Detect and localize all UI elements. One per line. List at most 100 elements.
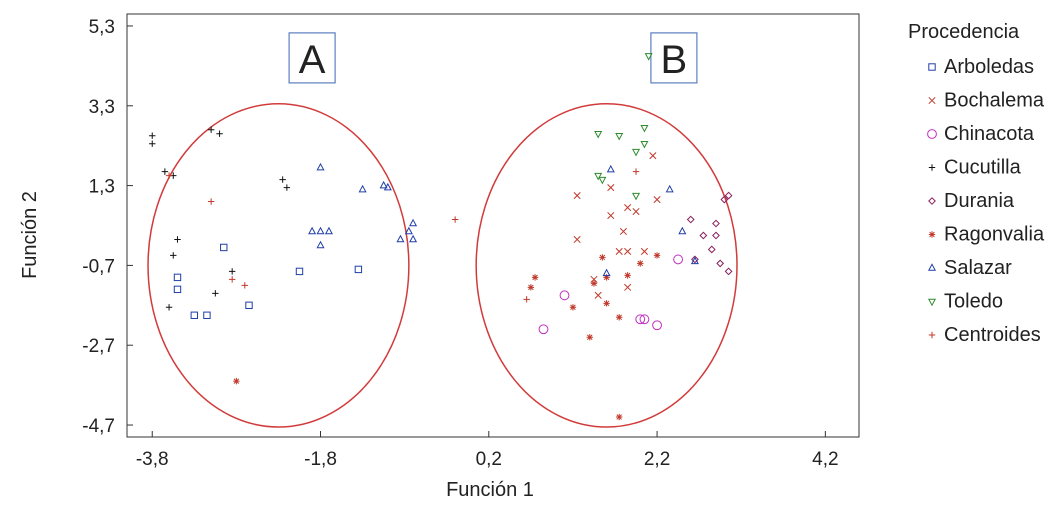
point-ragonvalia [616,413,623,421]
point-toledo [644,53,653,61]
point-bochalema [640,247,649,255]
point-toledo [615,132,624,141]
point-bochalema [607,211,615,220]
point-ragonvalia [586,334,593,341]
point-ragonvalia [527,284,535,291]
point-chinacota [538,324,549,335]
point-salazar [383,182,392,191]
point-ragonvalia [653,252,661,259]
point-cucutilla [161,168,169,175]
point-cucutilla [283,184,291,191]
legend-marker-cucutilla [928,164,936,171]
point-bochalema [619,227,627,236]
point-salazar [409,234,418,243]
group-ellipse-b [475,103,738,428]
point-bochalema [573,235,581,244]
point-cucutilla [170,252,177,259]
point-arboledas [295,267,304,276]
point-arboledas [190,311,199,319]
point-ragonvalia [590,280,598,287]
y-tick-label: -2,7 [82,336,115,357]
y-tick-label: -4,7 [82,416,115,437]
point-toledo [594,130,603,139]
point-ragonvalia [616,314,623,321]
annotation-box-a [288,32,336,84]
point-salazar [409,218,418,227]
point-bochalema [649,152,657,160]
point-durania [724,191,733,200]
legend-label-salazar: Salazar [944,257,1012,279]
point-toledo [640,140,649,149]
x-tick-label: 4,2 [812,449,838,470]
point-cucutilla [165,304,173,311]
point-salazar [606,164,615,173]
point-bochalema [624,203,632,212]
point-arboledas [245,301,253,310]
point-cucutilla [279,176,286,183]
point-bochalema [615,247,623,255]
point-durania [707,245,716,254]
point-toledo [598,176,607,185]
point-salazar [665,184,674,193]
point-cucutilla [207,126,215,133]
point-durania [712,231,720,240]
point-arboledas [220,243,228,252]
legend-marker-arboledas [928,63,936,71]
point-salazar [678,226,687,235]
legend-marker-ragonvalia [928,231,936,238]
legend-label-ragonvalia: Ragonvalia [944,224,1045,246]
point-salazar [316,226,325,235]
point-chinacota [559,290,570,301]
x-tick-label: 2,2 [644,449,670,470]
point-durania [716,259,725,268]
point-centroides [632,168,640,175]
point-cucutilla [216,130,223,137]
point-centroides [241,282,248,289]
point-cucutilla [212,290,219,297]
point-toledo [640,124,649,133]
legend-marker-durania [928,197,936,205]
point-toledo [631,148,641,157]
x-tick-label: -1,8 [304,449,337,470]
point-bochalema [594,291,602,299]
point-bochalema [632,207,640,216]
point-salazar [396,234,405,243]
legend-marker-chinacota [927,129,937,139]
x-tick-label: 0,2 [476,449,502,470]
point-chinacota [635,314,646,325]
group-ellipse-a [147,103,410,428]
point-chinacota [652,320,662,331]
point-ragonvalia [531,274,539,281]
legend-label-toledo: Toledo [944,291,1003,313]
point-cucutilla [228,268,236,275]
legend-label-arboledas: Arboledas [944,56,1034,78]
legend-label-cucutilla: Cucutilla [944,157,1022,179]
point-durania [724,267,733,276]
point-centroides [165,172,173,179]
point-chinacota [673,254,684,265]
y-tick-label: 1,3 [89,177,115,198]
legend-label-durania: Durania [944,190,1015,212]
point-ragonvalia [603,300,610,307]
legend-marker-bochalema [928,96,936,105]
point-toledo [594,172,603,181]
point-cucutilla [149,132,156,139]
point-ragonvalia [624,272,631,279]
y-tick-label: 5,3 [89,17,115,38]
point-salazar [404,226,413,235]
point-salazar [316,162,325,171]
point-salazar [324,226,333,235]
point-ragonvalia [603,274,610,281]
point-salazar [316,240,325,249]
point-durania [720,195,729,204]
plot-frame [126,13,860,438]
point-salazar [358,184,367,193]
annotation-label-b: B [661,38,688,82]
point-arboledas [203,311,211,319]
point-cucutilla [174,236,181,243]
point-bochalema [624,283,632,291]
point-centroides [523,296,530,303]
legend-label-centroides: Centroides [944,324,1041,346]
legend-marker-salazar [927,263,937,271]
point-centroides [207,198,215,205]
